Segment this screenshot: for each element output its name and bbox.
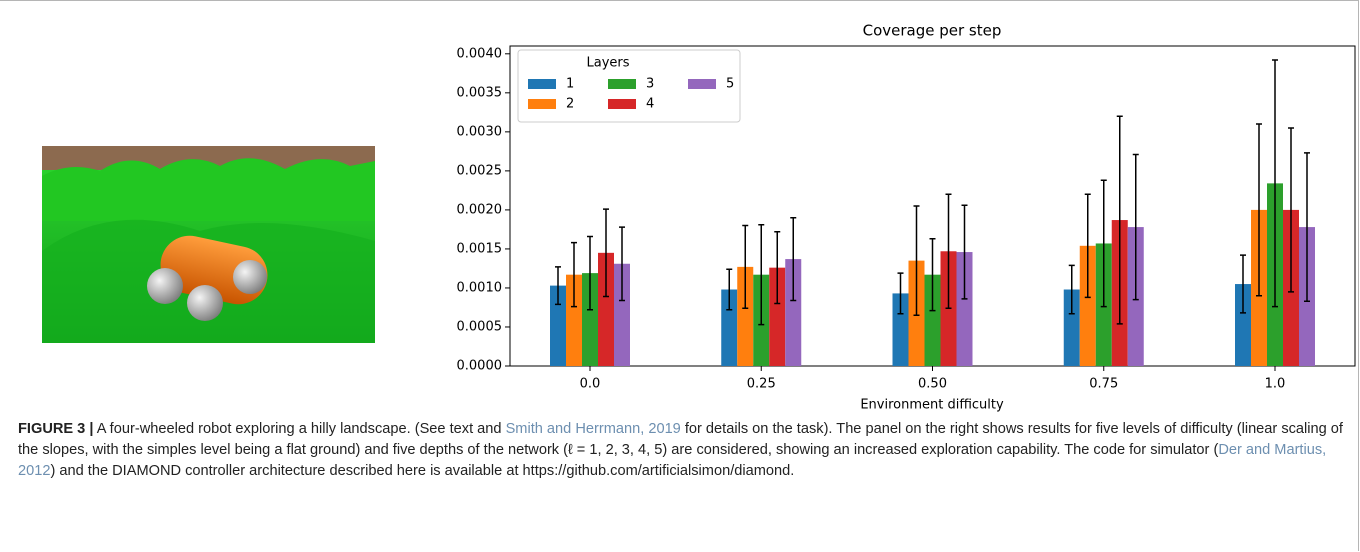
y-tick-label: 0.0000 (457, 359, 503, 374)
error-bar (1068, 264, 1075, 315)
y-tick-label: 0.0020 (457, 202, 503, 217)
legend-label: 1 (566, 77, 574, 92)
error-bar (758, 223, 765, 326)
error-bar (1304, 152, 1310, 302)
caption: FIGURE 3 | A four-wheeled robot explorin… (18, 419, 1343, 482)
bar (614, 263, 630, 366)
y-tick-label: 0.0010 (457, 280, 503, 295)
bar (721, 289, 738, 366)
y-tick-label: 0.0015 (457, 241, 503, 256)
caption-text: A four-wheeled robot exploring a hilly l… (93, 421, 506, 437)
legend-label: 3 (646, 77, 654, 92)
legend-swatch (688, 79, 716, 89)
legend-title: Layers (586, 56, 629, 71)
x-tick-label: 0.50 (918, 377, 947, 392)
error-bar (1100, 179, 1107, 308)
error-bar (1084, 193, 1091, 299)
bar (785, 259, 802, 366)
error-bar (571, 241, 577, 308)
y-tick-label: 0.0035 (457, 85, 503, 100)
legend-label: 4 (646, 97, 654, 112)
error-bar (961, 204, 968, 300)
x-axis-label: Environment difficulty (860, 398, 1004, 413)
bar (1235, 284, 1251, 366)
citation-link[interactable]: Smith and Herrmann, 2019 (505, 421, 681, 437)
legend-label: 5 (726, 77, 734, 92)
error-bar (945, 193, 952, 309)
error-bar (1132, 153, 1139, 301)
caption-text: ) and the DIAMOND controller architectur… (50, 463, 795, 479)
bar (1079, 245, 1096, 366)
error-bar (555, 266, 561, 306)
error-bar (587, 235, 593, 311)
legend-swatch (608, 79, 636, 89)
error-bar (929, 238, 936, 312)
legend-swatch (608, 99, 636, 109)
bar (956, 252, 973, 366)
x-tick-label: 0.75 (1089, 377, 1118, 392)
caption-text: for details on the task). The panel on t… (18, 421, 1343, 458)
legend-label: 2 (566, 97, 574, 112)
y-tick-label: 0.0005 (457, 319, 503, 334)
x-tick-label: 0.25 (747, 377, 776, 392)
error-bar (726, 268, 733, 311)
error-bar (1240, 254, 1246, 314)
x-tick-label: 0.0 (580, 377, 601, 392)
citation-link[interactable]: Der and Martius, 2012 (18, 442, 1327, 479)
bar (566, 274, 582, 366)
y-tick-label: 0.0025 (457, 163, 503, 178)
error-bar (619, 226, 625, 302)
bar (598, 252, 614, 366)
bar (550, 285, 566, 366)
error-bar (742, 224, 749, 309)
chart: Coverage per step Environment difficulty… (42, 22, 1356, 413)
error-bar (790, 216, 797, 302)
error-bar (1116, 115, 1123, 325)
bar (737, 266, 754, 366)
x-tick-label: 1.0 (1265, 377, 1286, 392)
error-bar (1288, 127, 1294, 293)
bar (1063, 289, 1080, 366)
error-bar (774, 231, 781, 305)
y-tick-label: 0.0030 (457, 124, 503, 139)
bar (769, 267, 786, 366)
error-bar (603, 208, 609, 298)
legend-swatch (528, 99, 556, 109)
error-bar (897, 272, 904, 315)
robot-image (42, 146, 375, 343)
legend-swatch (528, 79, 556, 89)
bar (924, 274, 941, 366)
y-tick-label: 0.0040 (457, 46, 503, 61)
error-bar (1272, 59, 1278, 308)
bar (582, 273, 598, 366)
chart-title: Coverage per step (863, 22, 1002, 40)
error-bar (1256, 123, 1262, 297)
error-bar (913, 205, 920, 317)
bar (892, 293, 909, 366)
caption-label: FIGURE 3 | (18, 421, 94, 437)
